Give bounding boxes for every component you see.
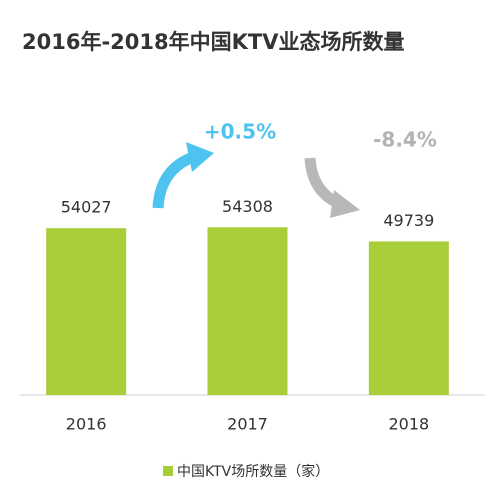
down-arrow-head [330, 190, 360, 218]
up-arrow-head [186, 142, 214, 172]
legend-swatch [163, 466, 173, 476]
value-label: 54027 [61, 198, 112, 217]
bar [207, 227, 288, 395]
bar [46, 228, 127, 395]
annotation: +0.5% [204, 120, 276, 144]
value-label: 49739 [383, 211, 434, 230]
x-tick-label: 2017 [227, 415, 268, 434]
x-tick-label: 2016 [66, 415, 107, 434]
bar [368, 241, 449, 395]
x-tick-label: 2018 [388, 415, 429, 434]
annotation: -8.4% [373, 128, 437, 152]
value-label: 54308 [222, 197, 273, 216]
chart-title: 2016年-2018年中国KTV业态场所数量 [22, 30, 404, 54]
legend-label: 中国KTV场所数量（家） [177, 463, 329, 480]
up-arrow [152, 150, 198, 209]
